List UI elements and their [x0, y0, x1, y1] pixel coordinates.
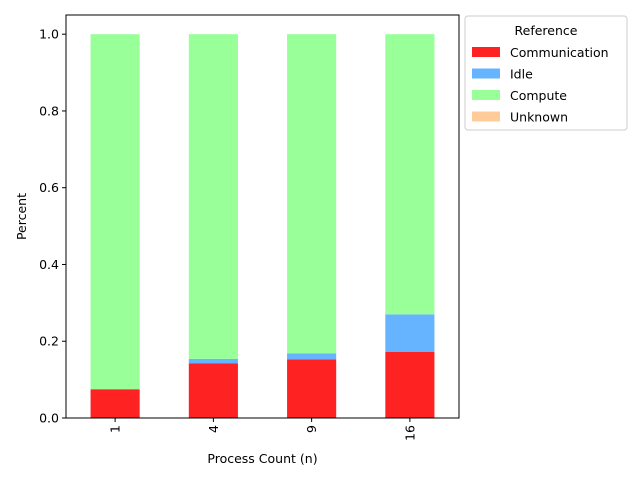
bar-compute-16 — [385, 34, 435, 315]
legend-title: Reference — [515, 23, 578, 38]
legend-swatch-communication — [472, 47, 500, 57]
bar-communication-4 — [188, 363, 238, 418]
bar-compute-4 — [188, 34, 238, 359]
legend: Reference Communication Idle Compute Unknown — [464, 15, 628, 131]
y-tick-label: 0.8 — [39, 103, 59, 118]
x-axis-title: Process Count (n) — [207, 451, 317, 466]
legend-label-idle: Idle — [510, 67, 533, 82]
legend-swatch-idle — [472, 68, 500, 79]
y-axis-title: Percent — [14, 193, 29, 240]
bar-idle-4 — [188, 358, 238, 364]
legend-label-communication: Communication — [510, 45, 609, 60]
bars-layer — [90, 34, 435, 418]
x-tick-label: 16 — [402, 425, 417, 441]
y-tick-label: 0.6 — [39, 180, 59, 195]
bar-idle-9 — [287, 353, 337, 360]
bar-communication-1 — [90, 389, 140, 418]
legend-box — [464, 15, 628, 131]
legend-swatch-compute — [472, 90, 500, 100]
x-axis: 1 4 9 16 — [108, 418, 417, 441]
bar-communication-16 — [385, 351, 435, 418]
x-tick-label: 1 — [108, 425, 123, 433]
y-tick-label: 0.4 — [39, 257, 59, 272]
legend-label-compute: Compute — [510, 88, 567, 103]
legend-label-unknown: Unknown — [510, 110, 568, 125]
y-axis: 0.0 0.2 0.4 0.6 0.8 1.0 — [39, 27, 66, 426]
bar-compute-1 — [90, 34, 140, 390]
y-tick-label: 0.0 — [39, 411, 59, 426]
legend-swatch-unknown — [472, 111, 500, 122]
x-tick-label: 4 — [206, 425, 221, 433]
bar-communication-9 — [287, 359, 337, 418]
x-tick-label: 9 — [304, 425, 319, 433]
bar-idle-16 — [385, 314, 435, 352]
plot-frame — [65, 14, 460, 419]
y-tick-label: 1.0 — [39, 27, 59, 42]
y-tick-label: 0.2 — [39, 334, 59, 349]
bar-compute-9 — [287, 34, 337, 354]
